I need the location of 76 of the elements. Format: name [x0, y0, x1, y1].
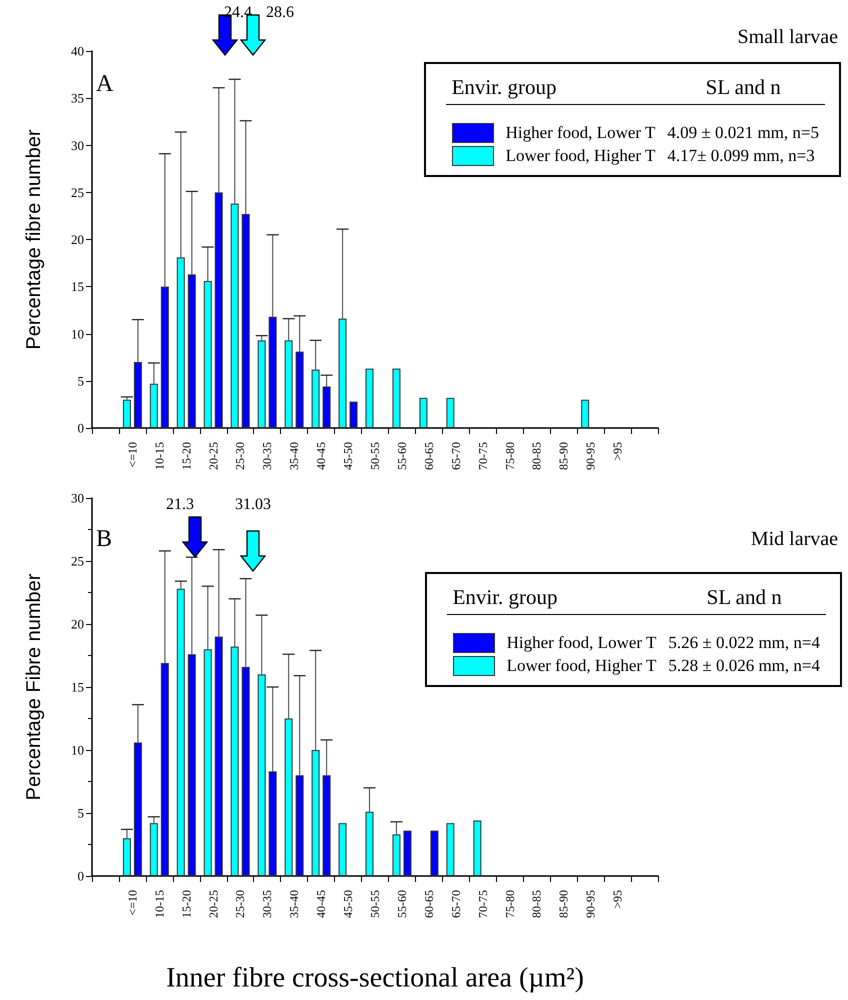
x-tick-label: 40-45: [314, 442, 328, 470]
x-tick-label: 35-40: [287, 442, 302, 470]
y-tick-label: 10: [71, 742, 84, 758]
legend-label: Lower food, Higher T: [506, 654, 658, 677]
x-tick-label: 15-20: [179, 442, 194, 470]
x-axis-title: Inner fibre cross-sectional area (µm²): [166, 962, 584, 994]
x-tick-label: 85-90: [556, 890, 571, 918]
x-tick-label: 10-15: [152, 442, 166, 470]
x-tick-label: 85-90: [556, 442, 571, 470]
annotation: B: [96, 526, 112, 553]
text: Small larvae: [737, 26, 838, 49]
text: 5.26 ± 0.022 mm, n=4: [667, 632, 821, 654]
y-tick-label: 30: [71, 490, 84, 506]
x-tick-label: 35-40: [287, 890, 302, 918]
annotation: A: [96, 71, 114, 98]
y-tick-label: 5: [78, 373, 84, 388]
x-tick-label: 55-60: [394, 442, 409, 470]
y-tick-label: 30: [71, 138, 84, 153]
x-tick-label: 25-30: [233, 890, 248, 918]
x-tick-label: 90-95: [584, 890, 598, 918]
annotation: 31.03: [235, 496, 271, 514]
text: 4.17± 0.099 mm, n=3: [666, 144, 816, 167]
x-tick-label: 60-65: [422, 890, 436, 918]
y-tick-label: 15: [71, 680, 84, 694]
x-tick-label: 60-65: [422, 442, 436, 470]
text: 4.09 ± 0.021 mm, n=5: [666, 122, 820, 144]
annotation: 21.3: [166, 496, 194, 514]
y-tick-label: 20: [71, 232, 84, 247]
x-tick-label: 65-70: [448, 890, 463, 918]
x-tick-label: 50-55: [368, 442, 382, 470]
legend-label: Higher food, Lower T: [506, 632, 658, 654]
x-tick-label: 70-75: [476, 442, 490, 470]
y-tick-label: 5: [78, 806, 84, 820]
x-tick-label: >95: [610, 442, 625, 461]
x-tick-label: 65-70: [448, 442, 463, 470]
x-tick-label: 50-55: [368, 890, 382, 918]
y-tick-label: 0: [78, 868, 84, 884]
legend-title: Envir. group: [446, 74, 662, 104]
x-tick-label: 30-35: [260, 890, 274, 918]
legend-title: Envir. group: [446, 584, 662, 614]
x-tick-label: 45-50: [341, 890, 356, 918]
text: 5.28 ± 0.026 mm, n=4: [667, 654, 821, 677]
x-tick-label: 20-25: [206, 442, 220, 470]
text: SL and n: [662, 584, 826, 614]
x-tick-label: 40-45: [314, 890, 328, 918]
x-tick-label: 90-95: [584, 442, 598, 470]
x-tick-label: 25-30: [233, 442, 248, 470]
text: 28.6: [266, 4, 294, 22]
y-axis-title: Percentage Fibre number: [23, 573, 45, 800]
y-tick-label: 25: [71, 184, 84, 200]
x-tick-label: >95: [610, 890, 625, 909]
x-tick-label: 70-75: [476, 890, 490, 918]
y-tick-label: 0: [78, 420, 84, 436]
y-tick-label: 10: [71, 326, 84, 342]
y-tick-label: 15: [71, 279, 84, 294]
text: Mid larvae: [750, 528, 838, 551]
y-axis-title: Percentage fibre number: [23, 129, 45, 350]
x-tick-label: 55-60: [394, 890, 409, 918]
x-tick-label: 45-50: [341, 442, 356, 470]
y-tick-label: 20: [71, 616, 84, 632]
y-tick-label: 25: [71, 554, 84, 568]
x-tick-label: 10-15: [152, 890, 166, 918]
legend-label: Higher food, Lower T: [504, 122, 656, 144]
y-tick-label: 35: [71, 90, 84, 106]
text: SL and n: [661, 74, 825, 104]
y-tick-label: 40: [71, 44, 84, 58]
x-tick-label: <=10: [125, 442, 140, 468]
x-tick-label: 80-85: [530, 890, 544, 918]
x-tick-label: 30-35: [260, 442, 274, 470]
x-tick-label: 20-25: [206, 890, 220, 918]
x-tick-label: 75-80: [502, 890, 517, 918]
x-tick-label: 15-20: [179, 890, 194, 918]
x-tick-label: 80-85: [530, 442, 544, 470]
x-tick-label: 75-80: [502, 442, 517, 470]
legend-label: Lower food, Higher T: [504, 144, 656, 167]
x-tick-label: <=10: [125, 890, 140, 916]
